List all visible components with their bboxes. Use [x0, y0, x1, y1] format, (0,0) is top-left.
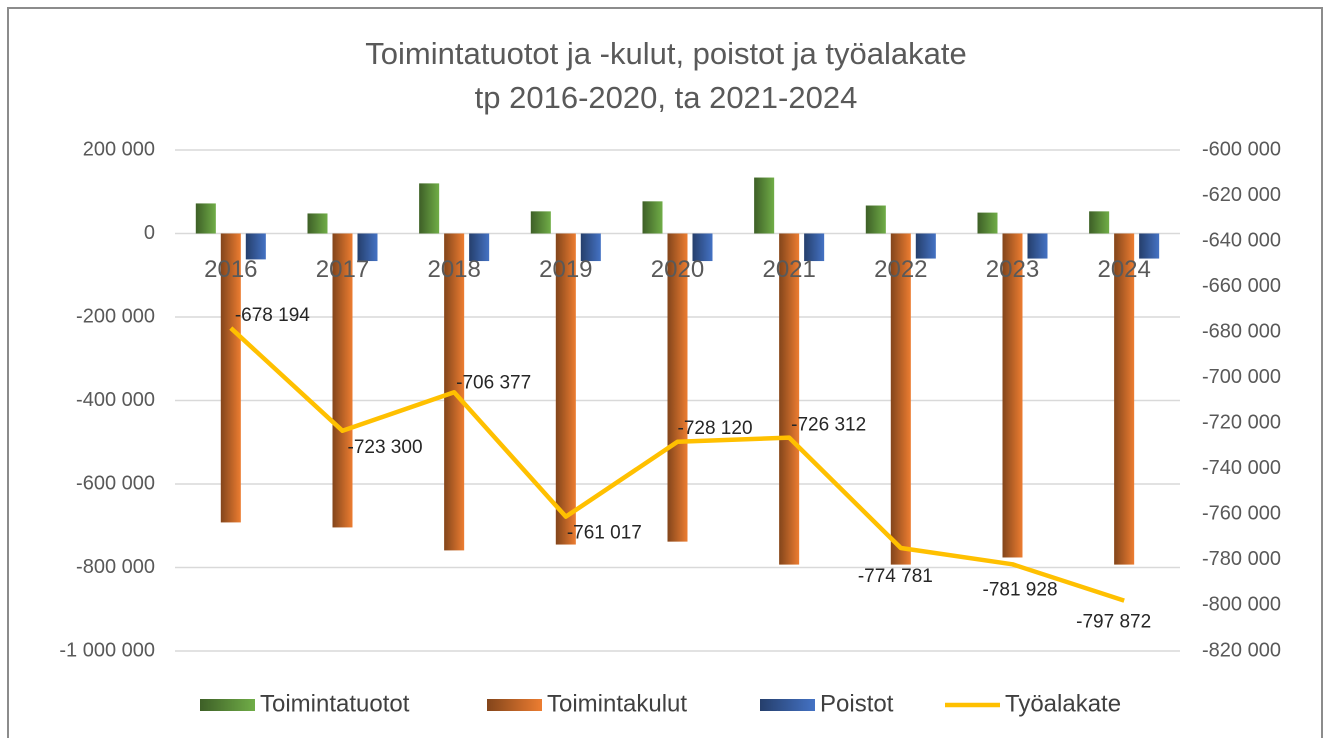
legend-swatch-shade	[760, 699, 815, 711]
data-label: -781 928	[983, 579, 1058, 600]
bar-shade	[915, 233, 936, 259]
bar-shade	[1002, 233, 1023, 558]
y2-tick-label: -760 000	[1202, 503, 1281, 525]
bar-shade	[195, 203, 216, 234]
bar-shade	[1089, 211, 1110, 234]
bar-shade	[754, 177, 775, 234]
y-tick-label: 200 000	[83, 138, 155, 160]
x-tick-label: 2016	[204, 256, 257, 283]
bar-shade	[357, 233, 378, 262]
y2-tick-label: -800 000	[1202, 594, 1281, 616]
bar-shade	[419, 183, 440, 234]
bar-shade	[1114, 233, 1135, 565]
y-tick-label: -1 000 000	[59, 639, 155, 661]
data-label: -678 194	[235, 305, 310, 326]
data-label: -726 312	[791, 415, 866, 436]
bar-shade	[865, 205, 886, 234]
bar-shade	[692, 233, 713, 262]
data-label: -774 781	[858, 566, 933, 587]
bar-shade	[220, 233, 241, 523]
y2-tick-label: -740 000	[1202, 457, 1281, 479]
bar-shade	[332, 233, 353, 528]
legend-label: Toimintatuotot	[260, 690, 410, 717]
y2-tick-label: -720 000	[1202, 412, 1281, 434]
y-tick-label: 0	[144, 222, 155, 244]
bar-shade	[977, 212, 998, 234]
bar-shade	[555, 233, 576, 545]
x-tick-label: 2017	[316, 256, 369, 283]
y2-tick-label: -620 000	[1202, 184, 1281, 206]
bar-shade	[307, 213, 328, 234]
bar-shade	[1139, 233, 1160, 259]
bar-shade	[804, 233, 825, 262]
bar-shade	[580, 233, 601, 262]
y2-tick-label: -700 000	[1202, 366, 1281, 388]
y2-tick-label: -780 000	[1202, 548, 1281, 570]
legend-swatch-shade	[200, 699, 255, 711]
y-tick-label: -600 000	[76, 472, 155, 494]
x-tick-label: 2020	[651, 256, 704, 283]
bar-shade	[1027, 233, 1048, 259]
x-tick-label: 2023	[986, 256, 1039, 283]
data-label: -706 377	[456, 372, 531, 393]
x-tick-label: 2021	[762, 256, 815, 283]
y2-tick-label: -680 000	[1202, 320, 1281, 342]
y2-tick-label: -820 000	[1202, 639, 1281, 661]
data-label: -728 120	[678, 418, 753, 439]
bar-shade	[530, 211, 551, 234]
y-tick-label: -800 000	[76, 556, 155, 578]
data-label: -761 017	[567, 523, 642, 544]
bar-shade	[642, 201, 663, 234]
y2-tick-label: -600 000	[1202, 138, 1281, 160]
x-tick-label: 2018	[427, 256, 480, 283]
y2-tick-label: -640 000	[1202, 229, 1281, 251]
bar-shade	[469, 233, 490, 262]
y-tick-label: -200 000	[76, 305, 155, 327]
chart-title: Toimintatuotot ja -kulut, poistot ja työ…	[365, 36, 966, 71]
legend-label: Poistot	[820, 690, 894, 717]
x-tick-label: 2022	[874, 256, 927, 283]
chart-subtitle: tp 2016-2020, ta 2021-2024	[475, 80, 858, 115]
bar-shade	[245, 233, 266, 260]
x-tick-label: 2024	[1097, 256, 1150, 283]
data-label: -797 872	[1076, 612, 1151, 633]
y2-tick-label: -660 000	[1202, 275, 1281, 297]
bar-shade	[779, 233, 800, 565]
bar-shade	[667, 233, 688, 542]
data-label: -723 300	[348, 437, 423, 458]
line	[229, 326, 1125, 603]
legend-swatch-shade	[487, 699, 542, 711]
y-tick-label: -400 000	[76, 389, 155, 411]
legend-label: Työalakate	[1005, 690, 1121, 717]
legend-label: Toimintakulut	[547, 690, 687, 717]
x-tick-label: 2019	[539, 256, 592, 283]
bar-shade	[890, 233, 911, 565]
